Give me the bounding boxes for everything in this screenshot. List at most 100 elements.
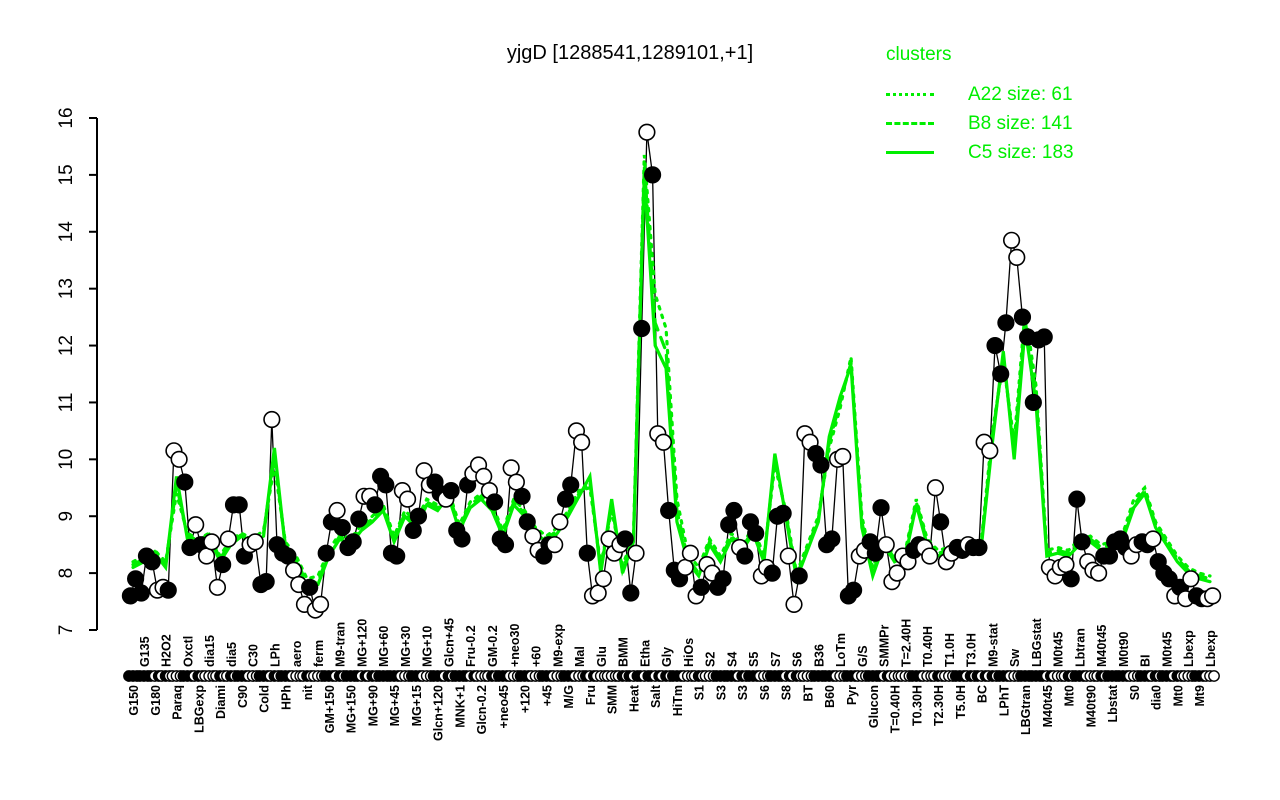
x-condition-label: Lbtran [1073, 628, 1087, 667]
open-sample-point [779, 547, 797, 565]
open-sample-point [219, 530, 237, 548]
open-sample-point [551, 513, 569, 531]
x-condition-label: T0.40H [921, 626, 935, 667]
chart-title: yjgD [1288541,1289101,+1] [506, 42, 754, 64]
filled-sample-point [344, 533, 362, 551]
legend-item-c5: C5 size: 183 [886, 138, 1074, 167]
x-condition-label: Lbexp [1204, 630, 1218, 667]
x-condition-label: B60 [823, 685, 837, 708]
filled-sample-point [143, 553, 161, 571]
x-condition-label: MG+45 [388, 685, 402, 726]
x-condition-label: MG+30 [399, 626, 413, 667]
open-sample-point [1144, 530, 1162, 548]
open-sample-point [328, 501, 346, 520]
x-condition-label: MG+10 [421, 626, 435, 667]
x-condition-label: B36 [812, 644, 826, 667]
x-condition-label: BT [801, 685, 815, 702]
x-condition-label: Oxctl [181, 636, 195, 667]
legend-title: clusters [886, 44, 952, 65]
x-condition-label: S3 [736, 685, 750, 700]
x-condition-label: Fru [584, 685, 598, 705]
open-sample-point [638, 123, 656, 141]
x-condition-label: T1.0H [943, 633, 957, 667]
filled-sample-point [518, 513, 536, 531]
x-condition-label: M40t45 [1095, 625, 1109, 667]
open-sample-point [594, 570, 612, 588]
filled-sample-point [774, 504, 792, 522]
x-condition-label: HPh [279, 685, 293, 710]
open-sample-point [681, 544, 700, 562]
x-condition-label: T3.0H [965, 633, 979, 667]
filled-sample-point [257, 573, 275, 591]
open-sample-point [187, 516, 205, 534]
open-sample-point [877, 536, 895, 554]
x-condition-label: MG+150 [345, 685, 359, 733]
x-condition-label: +60 [530, 646, 544, 667]
open-sample-point [1090, 564, 1108, 582]
filled-sample-point [333, 518, 351, 537]
x-condition-label: LBGstat [1030, 618, 1044, 667]
x-condition-label: Pyr [845, 685, 859, 705]
open-sample-point [676, 558, 694, 577]
legend-item-label: B8 size: 141 [968, 112, 1073, 134]
x-condition-label: G135 [138, 636, 152, 667]
rug-circle [1208, 670, 1220, 682]
open-sample-point [524, 527, 542, 545]
x-condition-label: dia5 [225, 642, 239, 667]
legend-item-label: C5 size: 183 [968, 141, 1074, 163]
filled-sample-point [747, 524, 765, 542]
filled-sample-point [453, 530, 471, 548]
x-condition-label: S0 [1128, 685, 1142, 700]
x-condition-label: S1 [693, 685, 707, 700]
x-condition-label: Glu [595, 646, 609, 667]
x-condition-label: T=2.40H [899, 619, 913, 667]
x-condition-label: Mt9 [1193, 685, 1207, 707]
x-condition-label: BC [976, 685, 990, 703]
x-condition-label: G150 [127, 685, 141, 716]
filled-sample-point [388, 547, 406, 565]
filled-sample-point [366, 496, 384, 514]
legend-item-a22: A22 size: 61 [886, 80, 1074, 109]
solid-line-sample-icon [886, 151, 934, 154]
filled-sample-point [633, 319, 651, 338]
open-sample-point [785, 595, 803, 614]
x-condition-label: MG+90 [366, 685, 380, 726]
x-condition-label: M0t45 [1052, 632, 1066, 667]
x-condition-label: HiOs [682, 638, 696, 667]
x-condition-label: M0t45 [1160, 632, 1174, 667]
open-sample-point [589, 584, 607, 602]
sample-markers [121, 123, 1222, 619]
x-condition-label: T2.30H [932, 685, 946, 726]
open-sample-point [1182, 570, 1200, 588]
x-condition-label: nit [301, 684, 315, 700]
x-condition-label: M/G [562, 685, 576, 709]
open-sample-point [926, 479, 945, 497]
y-tick-label: 13 [56, 278, 77, 299]
y-tick-label: 14 [56, 221, 77, 243]
open-sample-point [1002, 231, 1021, 249]
filled-sample-point [714, 570, 732, 588]
open-sample-point [888, 564, 906, 582]
filled-sample-point [404, 521, 422, 540]
x-condition-label: S3 [714, 685, 728, 700]
x-condition-label: Paraq [171, 685, 185, 720]
filled-sample-point [844, 581, 863, 599]
x-condition-label: Lbstat [1106, 684, 1120, 722]
dotted-line-sample-icon [886, 93, 934, 96]
filled-sample-point [159, 581, 177, 599]
filled-sample-point [622, 584, 640, 602]
filled-sample-point [720, 516, 738, 534]
open-sample-point [170, 450, 188, 468]
x-condition-label: LPhT [997, 685, 1011, 717]
open-sample-point [246, 533, 264, 551]
open-sample-point [475, 467, 493, 486]
x-condition-label: Heat [627, 684, 641, 712]
x-condition-label: LoTm [834, 633, 848, 667]
cluster-legend: clusters A22 size: 61 B8 size: 141 C5 size… [886, 44, 1074, 167]
filled-sample-point [214, 555, 232, 574]
x-condition-label: +45 [540, 685, 554, 706]
x-condition-label: LBGexp [192, 685, 206, 733]
x-condition-label: Mt0 [1063, 685, 1077, 707]
filled-sample-point [970, 538, 988, 557]
dashed-line-sample-icon [886, 122, 934, 125]
